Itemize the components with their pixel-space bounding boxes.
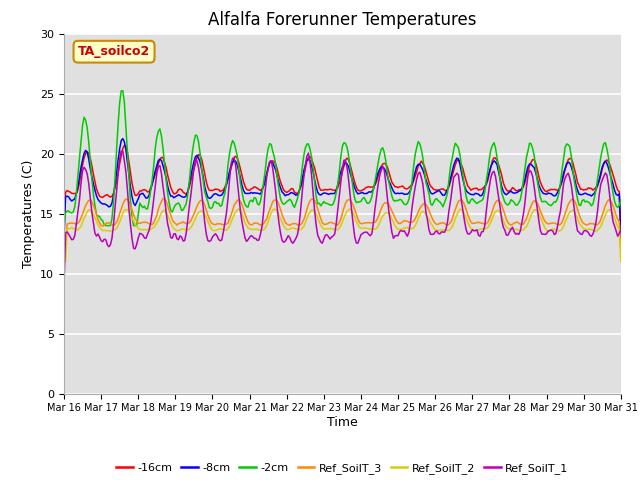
Legend: -16cm, -8cm, -2cm, Ref_SoilT_3, Ref_SoilT_2, Ref_SoilT_1: -16cm, -8cm, -2cm, Ref_SoilT_3, Ref_Soil… — [112, 458, 573, 478]
Text: TA_soilco2: TA_soilco2 — [78, 45, 150, 58]
X-axis label: Time: Time — [327, 416, 358, 429]
Title: Alfalfa Forerunner Temperatures: Alfalfa Forerunner Temperatures — [208, 11, 477, 29]
Y-axis label: Temperatures (C): Temperatures (C) — [22, 159, 35, 268]
